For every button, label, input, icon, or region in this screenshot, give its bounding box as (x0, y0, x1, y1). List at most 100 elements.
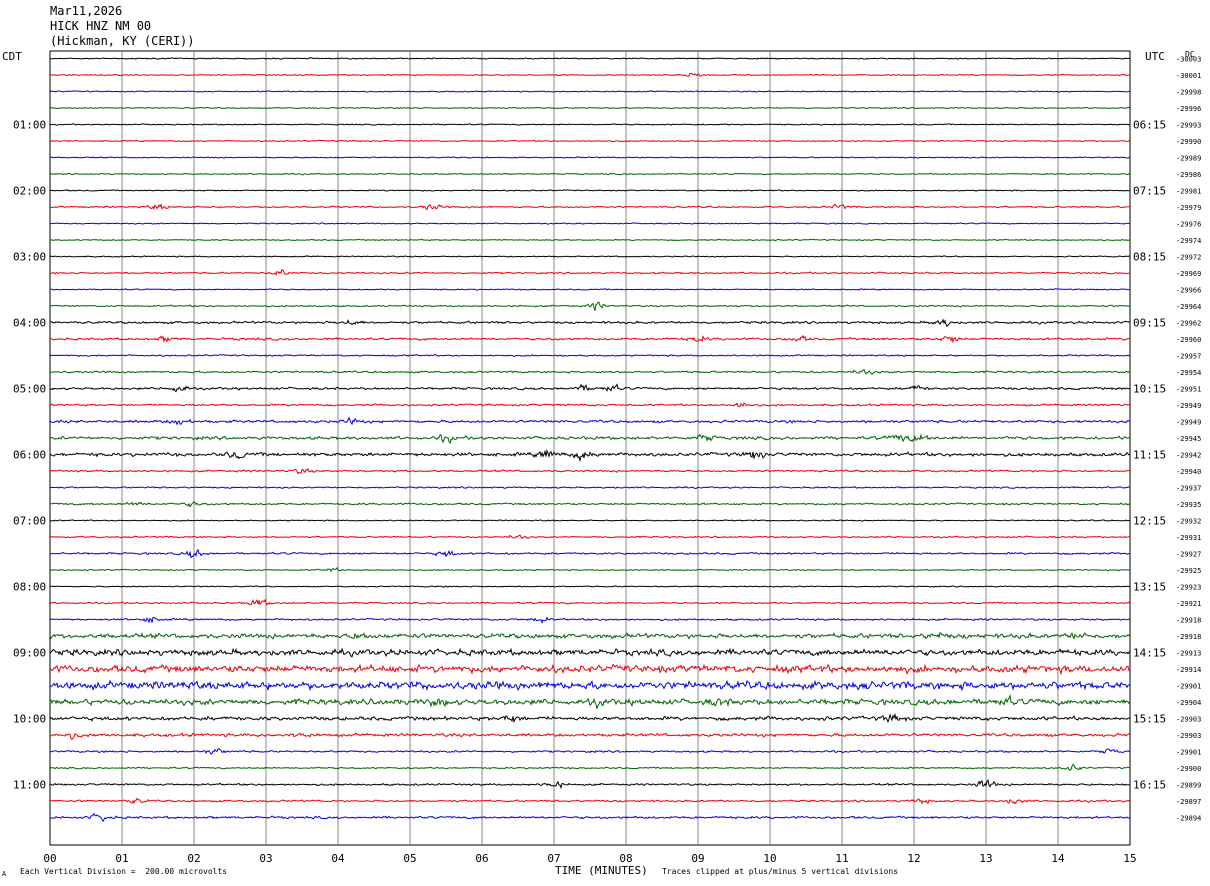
trace-line (49, 203, 1131, 211)
dc-offset-value: -29931 (1176, 534, 1201, 542)
left-hour-labels: 01:00 02:00 03:00 04:00 05:00 06:00 07:00 08:00… (13, 119, 46, 792)
dc-offset-value: -30001 (1176, 72, 1201, 80)
dc-offset-value: -29925 (1176, 567, 1201, 575)
trace-line (49, 679, 1131, 692)
right-hour-label: 13:15 (1133, 581, 1166, 594)
trace-line (50, 402, 1131, 408)
left-hour-label: 04:00 (13, 317, 46, 330)
trace-line (49, 778, 1131, 790)
dc-offset-value: -29942 (1176, 452, 1201, 460)
plot-grid (49, 50, 1131, 846)
trace-line (49, 238, 1131, 242)
x-tick-label: 06 (475, 852, 488, 865)
x-tick-label: 14 (1051, 852, 1065, 865)
right-hour-label: 15:15 (1133, 713, 1166, 726)
x-axis-title: TIME (MINUTES) (555, 864, 648, 877)
dc-offset-value: -29974 (1176, 237, 1201, 245)
right-hour-label: 09:15 (1133, 317, 1166, 330)
x-tick-label: 15 (1123, 852, 1136, 865)
trace-line (50, 585, 1131, 588)
dc-offset-value: -29940 (1176, 468, 1201, 476)
trace-line (50, 693, 1131, 710)
trace-line (49, 567, 1131, 573)
dc-offset-value: -29945 (1176, 435, 1201, 443)
trace-line (49, 383, 1131, 393)
left-timezone-label: CDT (2, 50, 22, 63)
dc-offset-value: -29899 (1176, 782, 1201, 790)
dc-offset-value: -29904 (1176, 699, 1201, 707)
trace-line (49, 72, 1131, 77)
dc-offset-value: -29903 (1176, 716, 1201, 724)
trace-line (49, 519, 1130, 522)
corner-mark: A (2, 870, 7, 878)
left-hour-label: 05:00 (13, 383, 46, 396)
dc-offset-value: -29918 (1176, 633, 1201, 641)
dc-offset-value: -29918 (1176, 617, 1201, 625)
station-location: (Hickman, KY (CERI)) (50, 34, 195, 48)
x-tick-label: 07 (547, 852, 560, 865)
dc-offset-value: -29949 (1176, 419, 1201, 427)
trace-line (49, 123, 1131, 126)
left-hour-label: 06:00 (13, 449, 46, 462)
trace-line (50, 301, 1131, 311)
trace-line (49, 433, 1131, 445)
trace-line (49, 288, 1131, 291)
x-tick-label: 04 (331, 852, 345, 865)
x-tick-label: 08 (619, 852, 632, 865)
trace-line (49, 485, 1131, 490)
dc-offset-value: -29954 (1176, 369, 1201, 377)
left-hour-label: 10:00 (13, 713, 46, 726)
trace-line (49, 318, 1131, 328)
dc-offset-value: -29894 (1176, 815, 1201, 823)
dc-offset-value: -29897 (1176, 798, 1201, 806)
x-tick-label: 12 (907, 852, 920, 865)
trace-line (49, 334, 1131, 344)
x-tick-label: 02 (187, 852, 200, 865)
dc-offset-value: -29981 (1176, 188, 1201, 196)
x-tick-label: 03 (259, 852, 272, 865)
trace-line (50, 748, 1131, 755)
trace-line (49, 448, 1131, 463)
trace-line (49, 500, 1131, 508)
right-hour-label: 07:15 (1133, 185, 1166, 198)
dc-offset-value: -29901 (1176, 749, 1201, 757)
trace-line (49, 139, 1130, 143)
dc-offset-value: -29986 (1176, 171, 1201, 179)
dc-offset-value: -29962 (1176, 320, 1201, 328)
dc-offset-value: -29921 (1176, 600, 1201, 608)
trace-line (49, 598, 1131, 606)
dc-offset-value: -29914 (1176, 666, 1201, 674)
dc-offset-value: -29972 (1176, 254, 1201, 262)
x-tick-label: 05 (403, 852, 416, 865)
trace-line (49, 712, 1131, 724)
x-tick-labels: 00 01 02 03 04 05 06 07 08 09 10 11 12 13 14 15 (43, 852, 1136, 865)
left-hour-label: 07:00 (13, 515, 46, 528)
trace-line (49, 732, 1130, 741)
dc-offset-value: -29960 (1176, 336, 1201, 344)
trace-line (49, 57, 1131, 60)
trace-line (49, 797, 1131, 805)
chart-date: Mar11,2026 (50, 4, 123, 18)
trace-line (49, 222, 1131, 225)
x-tick-label: 10 (763, 852, 776, 865)
dc-offset-value: -29998 (1176, 89, 1201, 97)
dc-offset-value: -29996 (1176, 105, 1201, 113)
trace-group (49, 57, 1131, 823)
x-tick-label: 09 (691, 852, 704, 865)
dc-offset-value: -29951 (1176, 386, 1201, 394)
trace-line (49, 255, 1131, 258)
trace-line (49, 632, 1131, 640)
trace-line (49, 763, 1131, 771)
right-hour-labels: 06:15 07:15 08:15 09:15 10:15 11:15 12:15 13:15… (1133, 119, 1166, 792)
right-timezone-label: UTC (1145, 50, 1165, 63)
right-hour-label: 10:15 (1133, 383, 1166, 396)
x-tick-label: 13 (979, 852, 992, 865)
x-tick-label: 00 (43, 852, 56, 865)
dc-offset-value: -29976 (1176, 221, 1201, 229)
dc-offset-value: -29949 (1176, 402, 1201, 410)
trace-line (49, 354, 1131, 358)
dc-offset-value: -29927 (1176, 551, 1201, 559)
trace-line (49, 663, 1131, 676)
dc-offset-value: -30003 (1176, 56, 1201, 64)
dc-offset-value: -29923 (1176, 584, 1201, 592)
